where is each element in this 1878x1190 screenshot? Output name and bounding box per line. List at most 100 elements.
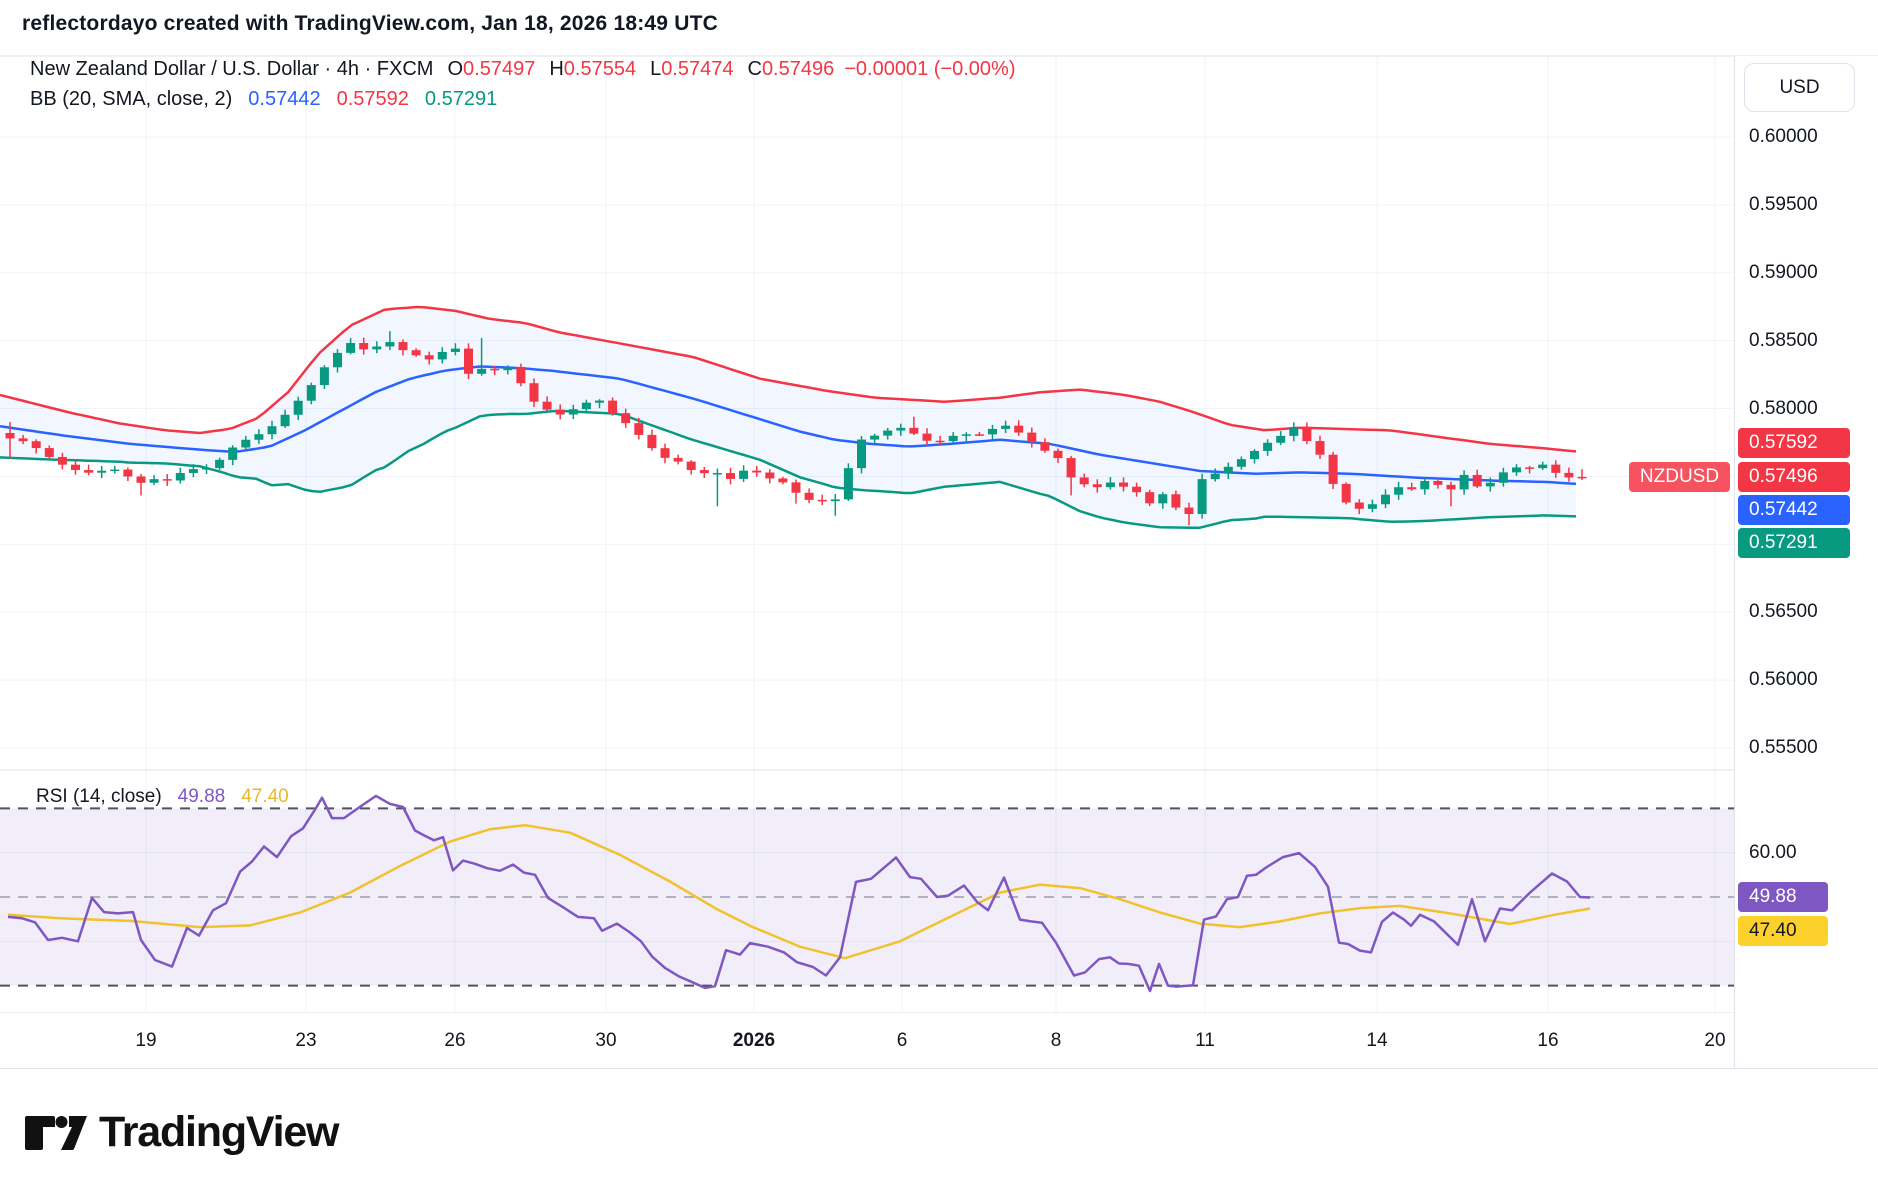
candle-body	[857, 439, 866, 469]
candle-body	[1354, 502, 1364, 509]
bb-value: 0.57291	[424, 88, 498, 110]
bollinger-basis-line	[0, 365, 1577, 486]
rsi-tick-label: 60.00	[1749, 841, 1797, 863]
candle-body	[765, 472, 775, 479]
candle-body	[254, 434, 264, 440]
ohlc-label: C	[747, 58, 762, 80]
candle-body	[1066, 458, 1076, 478]
candle-body	[1420, 481, 1430, 490]
candle-body	[1538, 464, 1548, 469]
price-axis[interactable]: USD 0.60000 0.59500 0.59000 0.58500 0.58000 0…	[1734, 56, 1878, 1068]
time-tick-label: 14	[1366, 1029, 1388, 1051]
rsi-tag: 47.40	[1738, 916, 1828, 946]
candle-body	[595, 400, 604, 403]
bb-value: 0.57442	[248, 88, 321, 110]
candle-body	[241, 439, 251, 448]
candle-body	[922, 433, 932, 441]
time-tick-label: 6	[896, 1029, 908, 1051]
candle-body	[398, 342, 408, 351]
candle-body	[1472, 474, 1482, 487]
price-tag: 0.57592	[1738, 428, 1850, 458]
candle-body	[1381, 494, 1390, 505]
candle-body	[1433, 481, 1443, 485]
candle-body	[726, 473, 735, 479]
ohlc-label: O	[447, 58, 464, 80]
candle-body	[1485, 482, 1495, 487]
price-tag: 0.57442	[1738, 495, 1850, 525]
currency-button[interactable]: USD	[1744, 63, 1855, 112]
candle-body	[1027, 432, 1037, 443]
candle-body	[1105, 482, 1115, 488]
candle-body	[948, 435, 958, 442]
candle-body	[31, 441, 41, 449]
candle-body	[1341, 483, 1351, 503]
rsi-legend: RSI (14, close) 49.88 47.40	[36, 786, 289, 808]
candle-body	[1367, 504, 1377, 509]
candle-body	[477, 368, 487, 374]
candle-body	[450, 348, 460, 352]
candle-body	[1184, 507, 1194, 514]
price-tick-label: 0.58500	[1749, 329, 1818, 351]
rsi-title: RSI (14, close)	[36, 786, 162, 807]
candle-body	[621, 413, 631, 424]
tradingview-logo-icon	[25, 1115, 87, 1150]
time-tick-label: 26	[444, 1029, 466, 1051]
candle-body	[490, 368, 500, 371]
candle-body	[136, 476, 146, 483]
candle-body	[634, 423, 644, 435]
tradingview-logo[interactable]: TradingView	[25, 1108, 340, 1157]
ohlc-value: 0.57497	[463, 58, 536, 80]
candle-body	[280, 414, 290, 427]
change-value: −0.00001 (−0.00%)	[844, 58, 1016, 80]
candle-body	[71, 464, 80, 471]
candle-body	[1236, 459, 1246, 467]
candle-body	[1498, 472, 1508, 483]
candle-body	[215, 459, 225, 469]
time-tick-label: 2026	[732, 1029, 776, 1051]
candle-body	[1223, 466, 1233, 474]
candle-body	[162, 479, 172, 481]
candle-body	[1459, 474, 1469, 490]
ohlc-label: L	[650, 58, 662, 80]
candle-body	[843, 468, 853, 500]
time-tick-label: 8	[1050, 1029, 1062, 1051]
candle-body	[830, 499, 840, 502]
candle-body	[1394, 487, 1404, 495]
bb-title: BB (20, SMA, close, 2)	[30, 88, 233, 110]
candle-body	[673, 457, 683, 462]
price-tag: 0.57291	[1738, 528, 1850, 558]
candle-body	[1158, 494, 1168, 504]
candle-body	[1512, 467, 1521, 473]
candle-body	[739, 470, 749, 479]
tradingview-logo-text: TradingView	[99, 1108, 340, 1156]
candle-body	[1551, 464, 1561, 473]
time-tick-label: 11	[1195, 1029, 1215, 1051]
bollinger-fill	[0, 307, 1576, 528]
candle-body	[1132, 486, 1142, 493]
candle-body	[1092, 484, 1102, 488]
time-axis[interactable]: 19 23 26 30 2026 6 8 11 14 16 20	[0, 1013, 1878, 1069]
candle-body	[817, 499, 827, 502]
candle-body	[1276, 435, 1286, 443]
candle-body	[437, 351, 447, 360]
candle-body	[333, 352, 342, 368]
candle-body	[516, 366, 526, 384]
candle-body	[529, 383, 539, 402]
candle-body	[935, 440, 945, 443]
time-tick-label: 16	[1537, 1029, 1559, 1051]
rsi-line	[7, 794, 1591, 993]
rsi-value: 47.40	[241, 786, 289, 807]
candle-body	[372, 346, 382, 350]
candle-body	[974, 434, 984, 436]
price-tick-label: 0.59500	[1749, 193, 1818, 215]
candle-body	[581, 402, 591, 410]
candle-body	[660, 448, 670, 458]
candle-body	[503, 366, 513, 371]
candle-body	[699, 470, 709, 474]
candle-body	[18, 438, 28, 442]
candle-body	[752, 470, 762, 473]
candle-body	[778, 478, 788, 483]
candle-body	[608, 400, 618, 414]
candle-body	[555, 409, 565, 415]
